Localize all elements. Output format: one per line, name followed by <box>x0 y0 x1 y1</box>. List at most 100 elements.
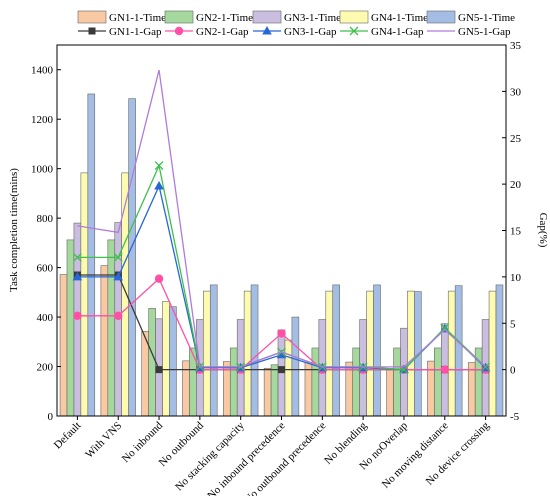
legend-marker-GN3-1-Gap <box>262 26 272 35</box>
point-GN1-1-Gap-5 <box>278 366 285 374</box>
point-GN3-1-Gap-0 <box>72 271 83 281</box>
lines <box>72 69 491 375</box>
legend-swatch-GN1-1-Time <box>77 10 107 24</box>
x-tick-label-5: No inbound precedence <box>205 420 287 496</box>
x-tick-label-0: Default <box>52 420 84 452</box>
y2-tick-label-35: 35 <box>510 40 522 52</box>
bar-GN4-1-Time-10 <box>488 290 497 417</box>
legend-swatch-GN4-1-Time <box>339 10 369 24</box>
y2-tick-label-20: 20 <box>510 179 522 191</box>
point-GN4-1-Gap-2 <box>154 161 164 171</box>
bar-GN2-1-Time-8 <box>393 347 401 417</box>
bar-GN5-1-Time-7 <box>373 284 381 417</box>
bar-GN4-1-Time-5 <box>284 339 293 417</box>
legend-marker-GN2-1-Gap <box>174 26 184 36</box>
bar-GN4-1-Time-3 <box>203 290 211 417</box>
legend: GN1-1-Time GN2-1-Time GN3-1-Time GN4-1-Time… <box>77 10 515 38</box>
bar-GN2-1-Time-4 <box>229 347 238 417</box>
bar-GN5-1-Time-1 <box>128 98 136 417</box>
bar-GN2-1-Time-6 <box>311 347 320 417</box>
left-axis: 0 200 400 600 800 1000 1200 1400 <box>31 65 61 423</box>
point-GN4-1-Gap-9 <box>440 323 450 333</box>
legend-swatch-GN3-1-Time <box>252 10 282 24</box>
y-tick-label-400: 400 <box>37 312 54 324</box>
y-tick-label-800: 800 <box>37 213 54 225</box>
bar-GN1-1-Time-5 <box>263 367 272 417</box>
bar-GN5-1-Time-10 <box>495 284 504 417</box>
legend-marker-GN4-1-Gap <box>349 26 359 36</box>
bar-GN2-1-Time-5 <box>270 364 279 417</box>
bar-GN4-1-Time-4 <box>243 290 252 417</box>
point-GN4-1-Gap-1 <box>113 252 123 262</box>
point-GN3-1-Gap-1 <box>113 271 124 281</box>
legend-swatch-GN5-1-Time <box>426 10 456 24</box>
point-GN3-1-Gap-2 <box>154 180 164 190</box>
y-tick-label-1200: 1200 <box>31 114 54 126</box>
x-tick-label-1: With VNS <box>83 420 124 461</box>
point-GN1-1-Gap-2 <box>155 366 163 374</box>
y2-tick-label-25: 25 <box>510 133 522 145</box>
bar-GN4-1-Time-7 <box>366 290 374 417</box>
x-tick-label-4: No stacking capacity <box>173 419 247 493</box>
bar-GN5-1-Time-5 <box>291 316 300 417</box>
right-axis: -5 0 5 10 15 20 25 30 35 <box>502 40 522 423</box>
bar-GN4-1-Time-0 <box>80 172 89 417</box>
y-axis-label: Task completion time(mins) <box>8 168 20 292</box>
bar-GN5-1-Time-3 <box>209 284 218 417</box>
point-GN2-1-Gap-2 <box>154 274 164 283</box>
bar-GN5-1-Time-4 <box>250 284 259 417</box>
bar-GN4-1-Time-2 <box>162 301 170 417</box>
y2-tick-label-30: 30 <box>510 86 522 98</box>
y-tick-label-600: 600 <box>37 263 54 275</box>
bar-GN2-1-Time-2 <box>148 308 156 417</box>
y2-axis-label: Gap(%) <box>537 213 549 248</box>
bar-GN5-1-Time-0 <box>87 93 96 417</box>
bar-GN1-1-Time-6 <box>304 362 313 417</box>
bar-GN4-1-Time-8 <box>407 290 415 417</box>
bar-GN1-1-Time-0 <box>59 274 68 417</box>
y2-tick-label-0: 0 <box>510 365 516 377</box>
bar-GN2-1-Time-7 <box>352 347 360 417</box>
y-tick-label-1000: 1000 <box>31 164 54 176</box>
legend-marker-GN1-1-Gap <box>88 27 96 35</box>
bar-GN4-1-Time-9 <box>447 290 456 417</box>
bar-GN2-1-Time-0 <box>66 239 75 417</box>
y2-tick-label-5: 5 <box>510 318 516 330</box>
legend-label-GN2-1-Time: GN2-1-Time <box>196 12 253 24</box>
bar-GN2-1-Time-1 <box>107 239 116 417</box>
legend-label-GN2-1-Gap: GN2-1-Gap <box>196 26 249 38</box>
bar-GN1-1-Time-10 <box>467 362 476 417</box>
y-tick-label-0: 0 <box>48 411 54 423</box>
bar-GN1-1-Time-8 <box>386 368 394 417</box>
bar-GN2-1-Time-9 <box>434 347 442 417</box>
point-GN3-1-Gap-5 <box>276 349 287 359</box>
legend-label-GN5-1-Gap: GN5-1-Gap <box>458 26 511 38</box>
legend-label-GN3-1-Time: GN3-1-Time <box>284 12 341 24</box>
bar-GN1-1-Time-1 <box>100 265 109 417</box>
y-tick-label-200: 200 <box>37 362 54 374</box>
legend-label-GN3-1-Gap: GN3-1-Gap <box>284 26 337 38</box>
line-GN5-1-Gap <box>77 69 487 368</box>
y2-tick-label--5: -5 <box>510 411 520 423</box>
point-GN2-1-Gap-9 <box>440 365 449 374</box>
bar-GN5-1-Time-6 <box>332 284 340 417</box>
legend-swatch-GN2-1-Time <box>164 10 194 24</box>
point-GN2-1-Gap-1 <box>114 311 123 321</box>
legend-label-GN4-1-Time: GN4-1-Time <box>371 12 428 24</box>
point-GN4-1-Gap-0 <box>72 252 82 262</box>
legend-label-GN4-1-Gap: GN4-1-Gap <box>371 26 424 38</box>
y2-tick-label-10: 10 <box>510 272 522 284</box>
point-GN2-1-Gap-0 <box>73 311 82 321</box>
legend-label-GN5-1-Time: GN5-1-Time <box>458 12 515 24</box>
legend-label-GN1-1-Time: GN1-1-Time <box>109 12 166 24</box>
y2-tick-label-15: 15 <box>510 226 522 238</box>
bar-GN5-1-Time-2 <box>169 306 177 417</box>
bar-GN4-1-Time-1 <box>121 172 129 417</box>
bar-GN4-1-Time-6 <box>325 290 334 417</box>
bar-GN5-1-Time-9 <box>454 285 463 417</box>
legend-label-GN1-1-Gap: GN1-1-Gap <box>109 26 162 38</box>
y-tick-label-1400: 1400 <box>31 65 54 77</box>
point-GN2-1-Gap-5 <box>277 329 286 338</box>
